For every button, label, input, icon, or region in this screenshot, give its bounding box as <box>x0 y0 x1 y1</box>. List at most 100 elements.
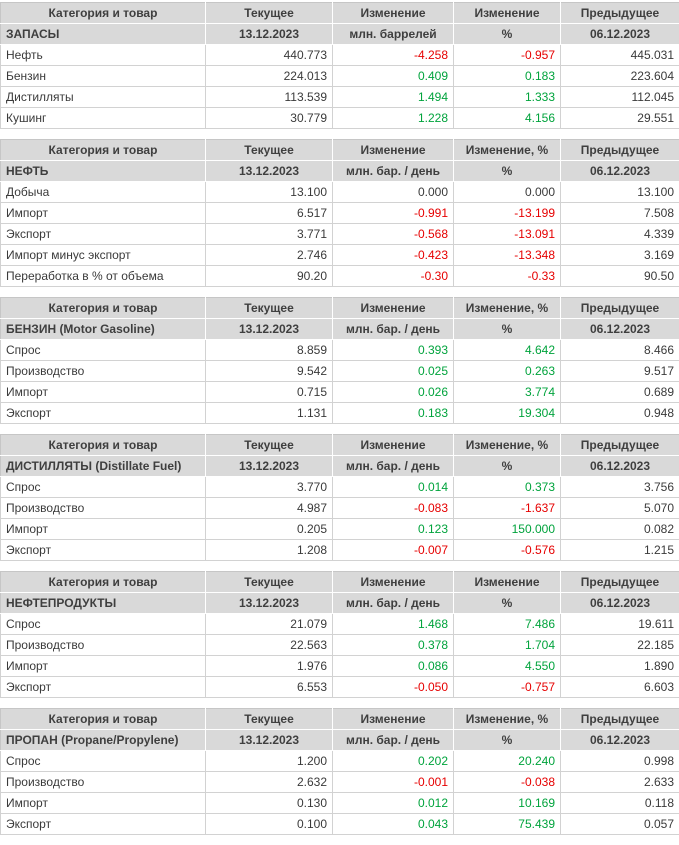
current-value: 1.208 <box>206 540 333 561</box>
current-value: 224.013 <box>206 66 333 87</box>
row-label: Импорт <box>1 793 206 814</box>
column-header-change: Изменение <box>333 3 454 24</box>
table-body: Нефть 440.773 -4.258 -0.957 445.031 Бенз… <box>1 45 679 129</box>
change-pct-value: 4.156 <box>454 108 561 129</box>
table-row: Бензин 224.013 0.409 0.183 223.604 <box>1 66 679 87</box>
current-value: 22.563 <box>206 635 333 656</box>
column-header-row: Категория и товар Текущее Изменение Изме… <box>1 3 679 24</box>
row-label: Производство <box>1 635 206 656</box>
change-pct-value: 0.373 <box>454 477 561 498</box>
change-pct-value: 4.642 <box>454 340 561 361</box>
table-row: Спрос 3.770 0.014 0.373 3.756 <box>1 477 679 498</box>
column-header-current: Текущее <box>206 435 333 456</box>
change-pct-value: 4.550 <box>454 656 561 677</box>
change-value: 1.494 <box>333 87 454 108</box>
column-header-current: Текущее <box>206 3 333 24</box>
table-row: Импорт 0.715 0.026 3.774 0.689 <box>1 382 679 403</box>
current-value: 6.553 <box>206 677 333 698</box>
column-header-category: Категория и товар <box>1 298 206 319</box>
previous-value: 4.339 <box>561 224 679 245</box>
previous-value: 19.611 <box>561 614 679 635</box>
change-value: 0.393 <box>333 340 454 361</box>
table-row: Добыча 13.100 0.000 0.000 13.100 <box>1 182 679 203</box>
previous-value: 90.50 <box>561 266 679 287</box>
change-pct-value: -0.757 <box>454 677 561 698</box>
current-value: 0.130 <box>206 793 333 814</box>
previous-value: 1.890 <box>561 656 679 677</box>
change-pct-value: -0.957 <box>454 45 561 66</box>
change-value: 0.086 <box>333 656 454 677</box>
table-subheader-row: НЕФТЬ 13.12.2023 млн. бар. / день % 06.1… <box>1 161 679 182</box>
change-value: -0.423 <box>333 245 454 266</box>
current-value: 113.539 <box>206 87 333 108</box>
table-row: Экспорт 0.100 0.043 75.439 0.057 <box>1 814 679 835</box>
table-row: Производство 2.632 -0.001 -0.038 2.633 <box>1 772 679 793</box>
change-pct-value: 0.263 <box>454 361 561 382</box>
column-header-change-pct: Изменение, % <box>454 298 561 319</box>
change-pct-value: 10.169 <box>454 793 561 814</box>
table-row: Нефть 440.773 -4.258 -0.957 445.031 <box>1 45 679 66</box>
table-row: Импорт 0.205 0.123 150.000 0.082 <box>1 519 679 540</box>
current-value: 4.987 <box>206 498 333 519</box>
change-value: 0.043 <box>333 814 454 835</box>
table-title: ЗАПАСЫ <box>1 24 206 45</box>
column-header-row: Категория и товар Текущее Изменение Изме… <box>1 298 679 319</box>
current-date: 13.12.2023 <box>206 24 333 45</box>
column-header-change-pct: Изменение, % <box>454 709 561 730</box>
change-value: -0.050 <box>333 677 454 698</box>
row-label: Добыча <box>1 182 206 203</box>
column-header-row: Категория и товар Текущее Изменение Изме… <box>1 709 679 730</box>
current-date: 13.12.2023 <box>206 161 333 182</box>
current-value: 3.770 <box>206 477 333 498</box>
previous-value: 1.215 <box>561 540 679 561</box>
previous-date: 06.12.2023 <box>561 24 679 45</box>
previous-value: 7.508 <box>561 203 679 224</box>
row-label: Производство <box>1 498 206 519</box>
change-pct-value: -0.038 <box>454 772 561 793</box>
table-row: Спрос 1.200 0.202 20.240 0.998 <box>1 751 679 772</box>
row-label: Экспорт <box>1 814 206 835</box>
row-label: Производство <box>1 361 206 382</box>
table-title: ДИСТИЛЛЯТЫ (Distillate Fuel) <box>1 456 206 477</box>
change-pct-unit: % <box>454 730 561 751</box>
previous-value: 6.603 <box>561 677 679 698</box>
column-header-change-pct: Изменение <box>454 572 561 593</box>
previous-value: 9.517 <box>561 361 679 382</box>
table-body: Спрос 21.079 1.468 7.486 19.611 Производ… <box>1 614 679 698</box>
change-value: 1.228 <box>333 108 454 129</box>
table-body: Спрос 3.770 0.014 0.373 3.756 Производст… <box>1 477 679 561</box>
column-header-current: Текущее <box>206 572 333 593</box>
column-header-change: Изменение <box>333 140 454 161</box>
table-crude-oil: Категория и товар Текущее Изменение Изме… <box>0 139 679 287</box>
previous-value: 0.998 <box>561 751 679 772</box>
table-body: Спрос 1.200 0.202 20.240 0.998 Производс… <box>1 751 679 835</box>
previous-value: 0.082 <box>561 519 679 540</box>
change-value: 0.026 <box>333 382 454 403</box>
column-header-category: Категория и товар <box>1 3 206 24</box>
column-header-change-pct: Изменение, % <box>454 140 561 161</box>
column-header-category: Категория и товар <box>1 572 206 593</box>
table-row: Производство 9.542 0.025 0.263 9.517 <box>1 361 679 382</box>
change-pct-value: -13.091 <box>454 224 561 245</box>
column-header-previous: Предыдущее <box>561 298 679 319</box>
table-row: Импорт 1.976 0.086 4.550 1.890 <box>1 656 679 677</box>
column-header-current: Текущее <box>206 140 333 161</box>
change-unit: млн. бар. / день <box>333 319 454 340</box>
previous-value: 445.031 <box>561 45 679 66</box>
row-label: Производство <box>1 772 206 793</box>
column-header-previous: Предыдущее <box>561 140 679 161</box>
column-header-current: Текущее <box>206 709 333 730</box>
table-inventories: Категория и товар Текущее Изменение Изме… <box>0 2 679 129</box>
table-row: Дистилляты 113.539 1.494 1.333 112.045 <box>1 87 679 108</box>
row-label: Экспорт <box>1 677 206 698</box>
row-label: Переработка в % от объема <box>1 266 206 287</box>
current-value: 1.131 <box>206 403 333 424</box>
current-date: 13.12.2023 <box>206 319 333 340</box>
current-value: 0.100 <box>206 814 333 835</box>
row-label: Спрос <box>1 477 206 498</box>
column-header-category: Категория и товар <box>1 140 206 161</box>
current-value: 6.517 <box>206 203 333 224</box>
change-value: -0.30 <box>333 266 454 287</box>
row-label: Нефть <box>1 45 206 66</box>
table-title: ПРОПАН (Propane/Propylene) <box>1 730 206 751</box>
